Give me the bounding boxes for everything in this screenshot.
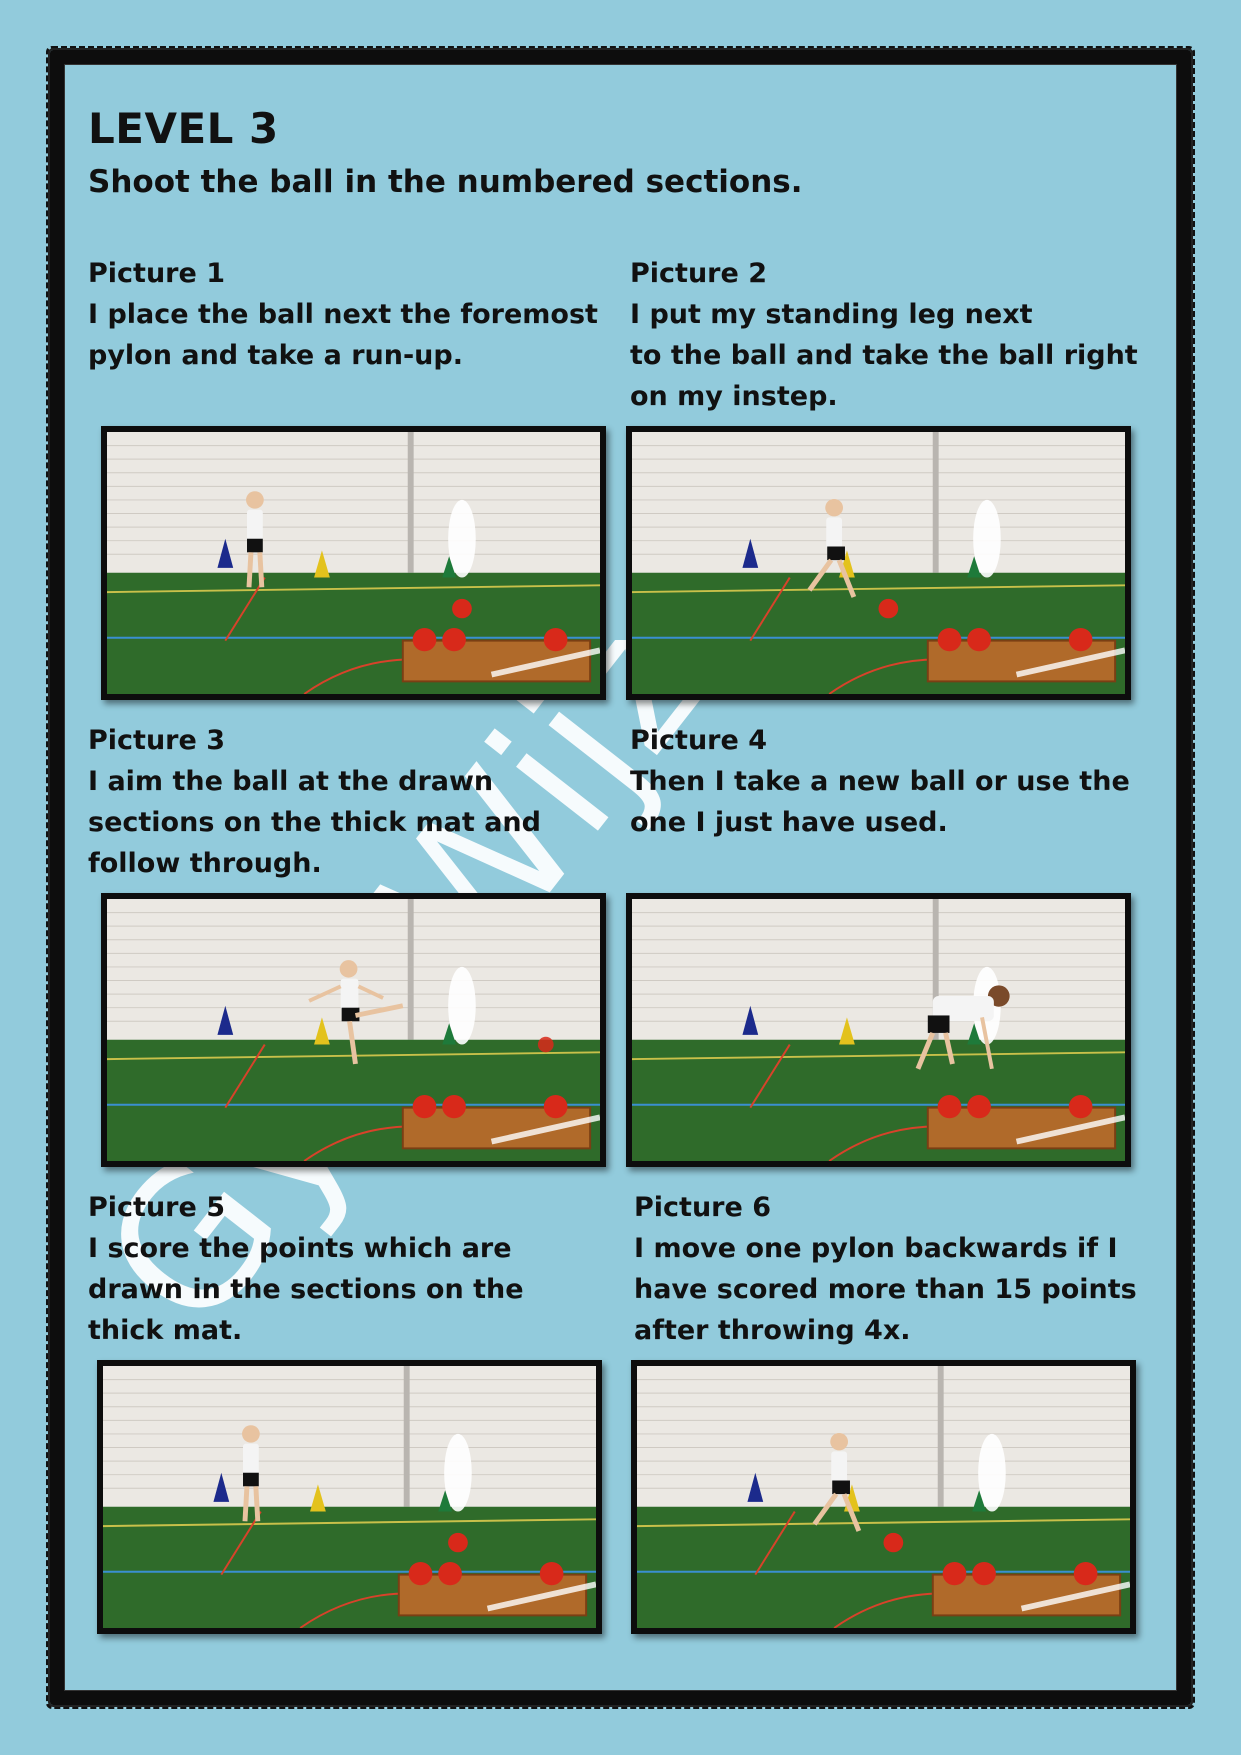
step-caption-1: Picture 1 I place the ball next the fore… (88, 253, 608, 376)
gym-photo (632, 899, 1125, 1161)
gym-photo (107, 899, 600, 1161)
step-photo-3 (101, 893, 606, 1167)
step-caption-4: Picture 4 Then I take a new ball or use … (630, 720, 1150, 843)
step-text: I move one pylon backwards if I have sco… (634, 1233, 1137, 1346)
step-title: Picture 6 (634, 1192, 771, 1223)
gym-photo (107, 432, 600, 694)
step-photo-4 (626, 893, 1131, 1167)
step-title: Picture 3 (88, 725, 225, 756)
page-border (50, 50, 1191, 1705)
step-text: I put my standing leg next to the ball a… (630, 299, 1138, 412)
step-caption-5: Picture 5 I score the points which are d… (88, 1187, 608, 1351)
step-caption-6: Picture 6 I move one pylon backwards if … (634, 1187, 1154, 1351)
step-title: Picture 1 (88, 258, 225, 289)
step-text: I aim the ball at the drawn sections on … (88, 766, 541, 879)
gym-photo (103, 1366, 596, 1628)
gym-photo (632, 432, 1125, 694)
step-text: I score the points which are drawn in th… (88, 1233, 524, 1346)
step-photo-6 (631, 1360, 1136, 1634)
instruction-subheading: Shoot the ball in the numbered sections. (88, 164, 803, 200)
step-photo-2 (626, 426, 1131, 700)
step-text: I place the ball next the foremost pylon… (88, 299, 598, 371)
step-title: Picture 2 (630, 258, 767, 289)
level-heading: LEVEL 3 (88, 104, 279, 153)
page-border-outer (46, 46, 1195, 1709)
gym-photo (637, 1366, 1130, 1628)
step-caption-3: Picture 3 I aim the ball at the drawn se… (88, 720, 608, 884)
step-text: Then I take a new ball or use the one I … (630, 766, 1130, 838)
step-title: Picture 5 (88, 1192, 225, 1223)
step-photo-1 (101, 426, 606, 700)
step-caption-2: Picture 2 I put my standing leg next to … (630, 253, 1150, 417)
step-photo-5 (97, 1360, 602, 1634)
step-title: Picture 4 (630, 725, 767, 756)
